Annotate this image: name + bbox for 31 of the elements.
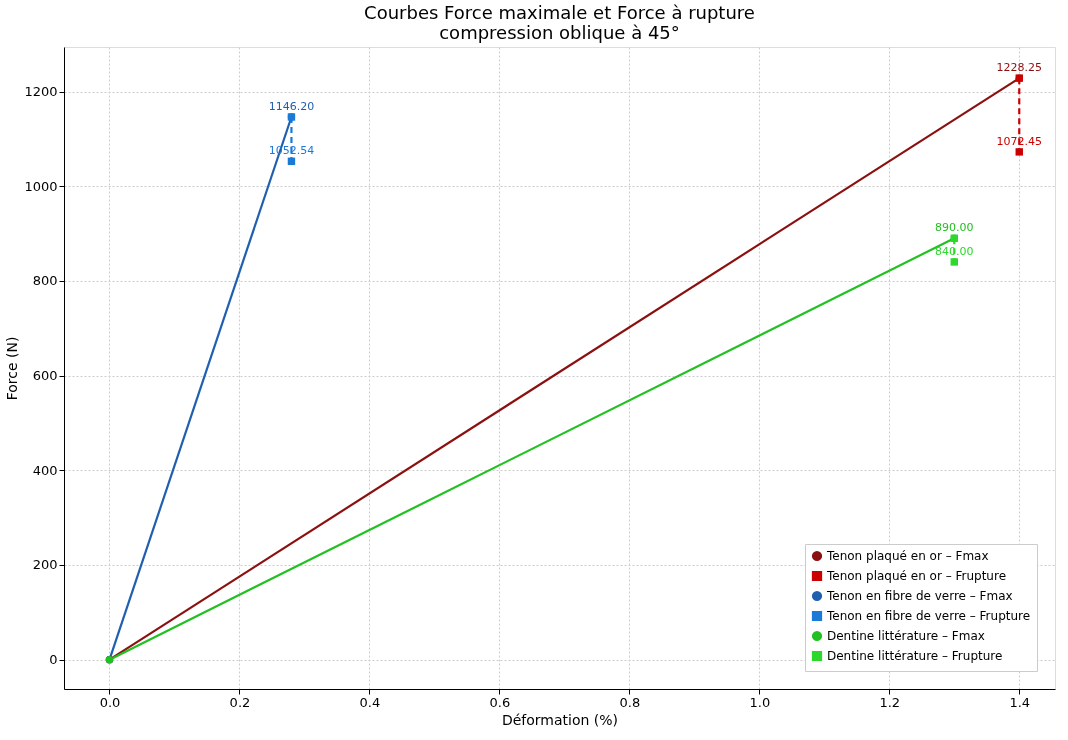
text: Courbes Force maximale et Force à rupture <box>364 2 755 23</box>
x-tick-label: 1.0 <box>749 694 771 710</box>
legend-label: Dentine littérature – Frupture <box>827 649 1003 663</box>
y-tick-label: 400 <box>32 462 58 478</box>
data-label: 1228.25 <box>996 61 1043 75</box>
y-tick-label: 800 <box>32 273 58 289</box>
x-tick-label: 1.4 <box>1009 694 1031 710</box>
x-tick-label: 0.6 <box>489 694 511 710</box>
y-tick-label: 1200 <box>24 84 58 99</box>
y-tick-label: 1000 <box>24 178 58 194</box>
point <box>950 258 958 266</box>
x-tick-label: 0.8 <box>619 694 641 710</box>
text: compression oblique à 45° <box>439 22 680 43</box>
x-axis-title: Déformation (%) <box>501 711 619 728</box>
legend-label: Tenon en fibre de verre – Frupture <box>826 609 1031 623</box>
y-tick-label: 600 <box>32 368 58 384</box>
data-label: 1146.20 <box>268 99 315 113</box>
x-tick-label: 0.2 <box>229 694 251 710</box>
legend-label: Dentine littérature – Fmax <box>827 629 985 643</box>
data-label: 1072.45 <box>996 134 1043 148</box>
legend-label: Tenon plaqué en or – Frupture <box>826 569 1007 583</box>
data-label: 890.00 <box>935 221 974 235</box>
x-tick-label: 0.0 <box>99 694 121 710</box>
y-tick-label: 200 <box>32 557 58 573</box>
x-tick-label: 1.2 <box>879 694 901 710</box>
point <box>1015 148 1023 156</box>
y-tick-label: 0 <box>49 652 58 668</box>
legend-label: Tenon plaqué en or – Fmax <box>826 549 989 563</box>
y-axis-title: Force (N) <box>4 336 21 401</box>
legend-label: Tenon en fibre de verre – Fmax <box>826 589 1013 603</box>
x-tick-label: 0.4 <box>359 694 381 710</box>
